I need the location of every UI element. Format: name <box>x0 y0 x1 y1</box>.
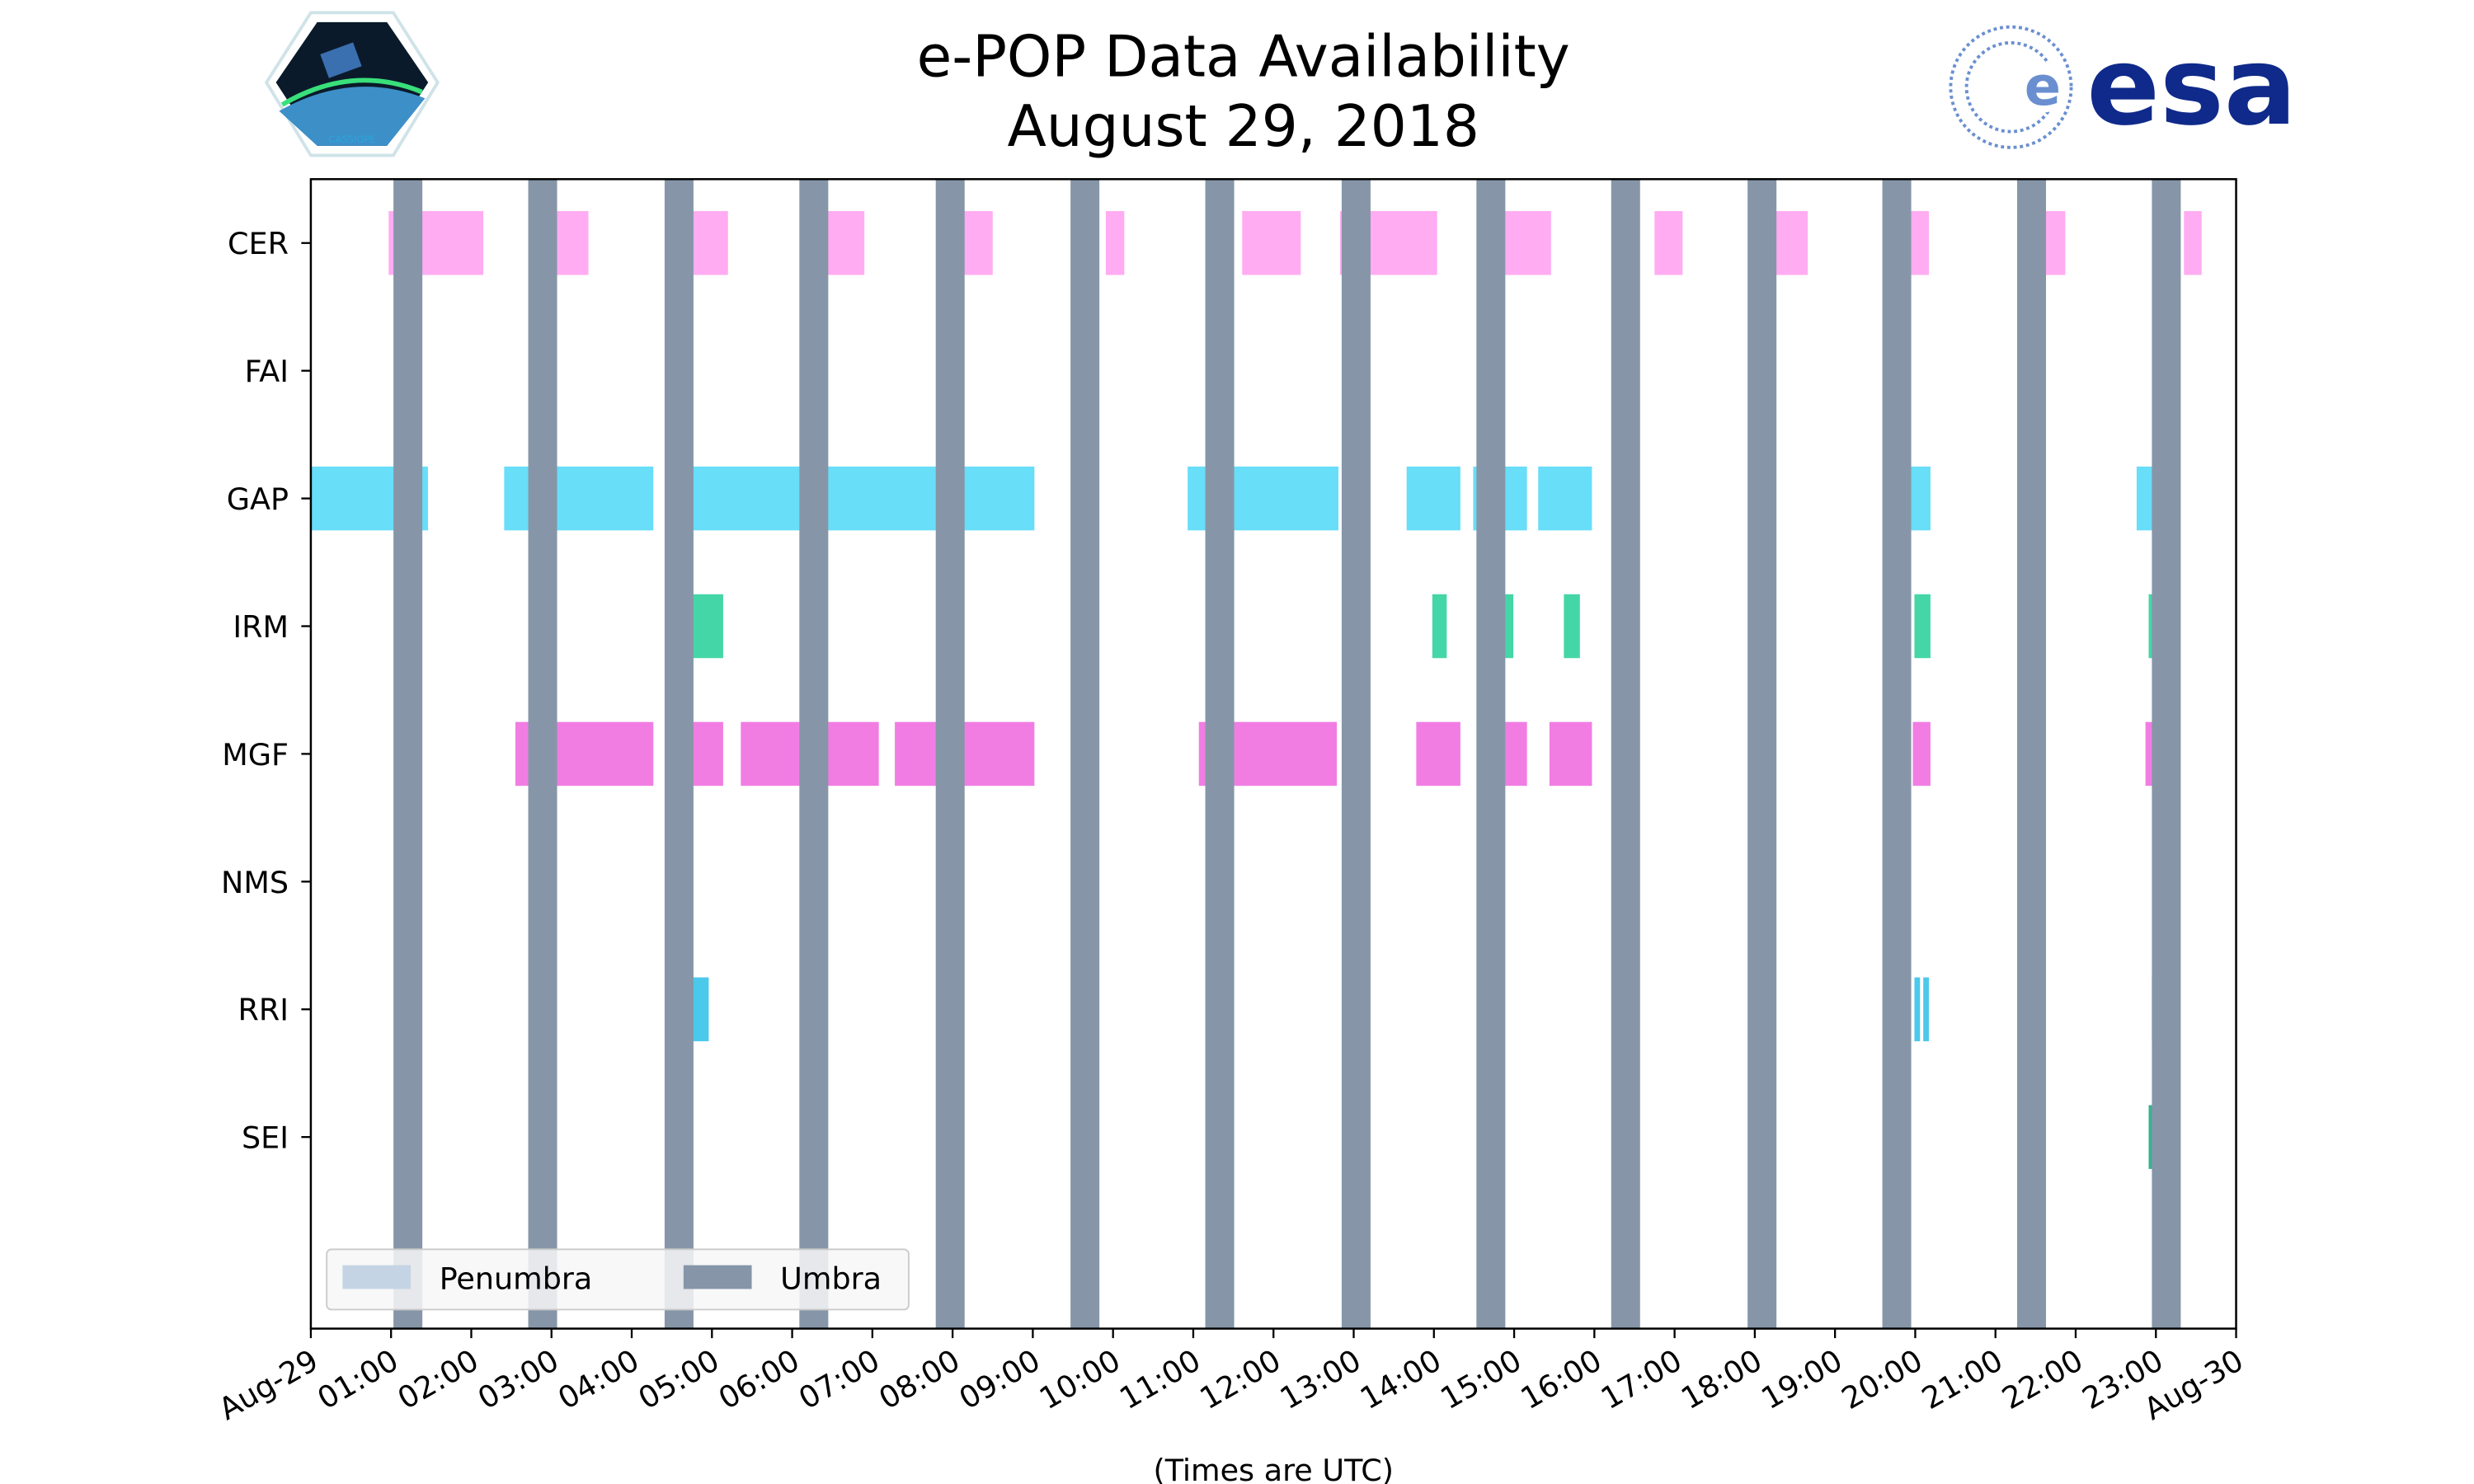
umbra-bar <box>1611 179 1640 1329</box>
svg-text:e: e <box>2025 55 2061 118</box>
bar-irm <box>691 594 723 659</box>
x-tick-label: 11:00 <box>1113 1342 1206 1416</box>
umbra-bar <box>1070 179 1100 1329</box>
bar-cer <box>2044 211 2066 275</box>
x-tick-label: 21:00 <box>1916 1342 2009 1416</box>
umbra-bar <box>528 179 557 1329</box>
x-tick-label: 07:00 <box>793 1342 886 1416</box>
bar-cer <box>1654 211 1683 275</box>
x-tick-label: 20:00 <box>1836 1342 1929 1416</box>
x-tick-label: 06:00 <box>713 1342 806 1416</box>
bar-rri <box>1914 977 1921 1041</box>
bar-irm <box>1564 594 1580 659</box>
x-tick-label: 10:00 <box>1033 1342 1126 1416</box>
bar-rri <box>692 977 709 1041</box>
x-tick-label: 15:00 <box>1434 1342 1527 1416</box>
bar-mgf <box>1549 721 1592 787</box>
x-tick-label: 13:00 <box>1274 1342 1367 1416</box>
x-tick-label: 02:00 <box>392 1342 485 1416</box>
legend-swatch-umbra <box>683 1265 752 1289</box>
umbra-bar <box>1747 179 1777 1329</box>
umbra-bar <box>1882 179 1912 1329</box>
bar-rri <box>1923 977 1929 1041</box>
bar-cer <box>826 211 865 275</box>
bar-gap <box>1538 466 1592 531</box>
bar-cer <box>1242 211 1301 275</box>
umbra-bar <box>1341 179 1371 1329</box>
bar-mgf <box>1912 721 1931 787</box>
x-tick-label: 09:00 <box>953 1342 1047 1416</box>
x-tick-label: 01:00 <box>312 1342 405 1416</box>
y-tick-label: NMS <box>221 865 289 900</box>
x-tick-label: 14:00 <box>1354 1342 1447 1416</box>
bar-cer <box>962 211 993 275</box>
bar-gap <box>504 466 654 531</box>
x-tick-label: 05:00 <box>633 1342 726 1416</box>
umbra-bar <box>2152 179 2181 1329</box>
umbra-bar <box>393 179 423 1329</box>
y-tick-label: SEI <box>242 1120 289 1156</box>
bar-mgf <box>1416 721 1460 787</box>
legend-label: Penumbra <box>440 1261 593 1296</box>
x-tick-label: 03:00 <box>472 1342 565 1416</box>
bar-cer <box>2184 211 2202 275</box>
y-tick-label: GAP <box>227 481 289 517</box>
umbra-bar <box>664 179 694 1329</box>
umbra-bar <box>2016 179 2046 1329</box>
bar-gap <box>680 466 1035 531</box>
chart-title: e-POP Data Availability <box>917 24 1570 90</box>
plot-area: CER FAI GAP IRM MGF NMS RRI SEI Aug-2901:0002:00… <box>213 178 2250 1427</box>
x-tick-label: 17:00 <box>1595 1342 1688 1416</box>
umbra-bar <box>1205 179 1235 1329</box>
x-tick-label: 22:00 <box>1996 1342 2089 1416</box>
x-tick-label: 12:00 <box>1194 1342 1287 1416</box>
esa-logo: e esa <box>1949 24 2297 149</box>
esa-logo-text: esa <box>2086 24 2297 149</box>
y-tick-label: IRM <box>233 609 289 645</box>
x-tick-label: 08:00 <box>873 1342 967 1416</box>
x-tick-label: 04:00 <box>552 1342 645 1416</box>
umbra-bar <box>799 179 829 1329</box>
y-tick-label: MGF <box>222 737 289 773</box>
cassiope-logo: CASSIOPE <box>264 11 440 157</box>
x-tick-label: 16:00 <box>1515 1342 1608 1416</box>
y-tick-label: RRI <box>238 993 289 1028</box>
bar-mgf <box>691 721 723 787</box>
x-tick-label: 19:00 <box>1756 1342 1849 1416</box>
bar-cer <box>1105 211 1125 275</box>
legend-label: Umbra <box>780 1261 882 1296</box>
y-tick-label: FAI <box>245 354 289 389</box>
x-axis-label: (Times are UTC) <box>1153 1453 1394 1484</box>
x-tick-label: 18:00 <box>1675 1342 1768 1416</box>
umbra-bar <box>1476 179 1506 1329</box>
bar-gap <box>1406 466 1460 531</box>
cassiope-logo-text: CASSIOPE <box>328 134 375 145</box>
umbra-bar <box>935 179 965 1329</box>
chart-subtitle: August 29, 2018 <box>1007 94 1479 160</box>
legend <box>326 1248 910 1311</box>
x-tick-label: Aug-29 <box>213 1342 324 1427</box>
legend-swatch-penumbra <box>342 1265 412 1289</box>
bar-irm <box>1914 594 1931 659</box>
y-tick-label: CER <box>228 226 289 261</box>
bar-irm <box>1432 594 1447 659</box>
